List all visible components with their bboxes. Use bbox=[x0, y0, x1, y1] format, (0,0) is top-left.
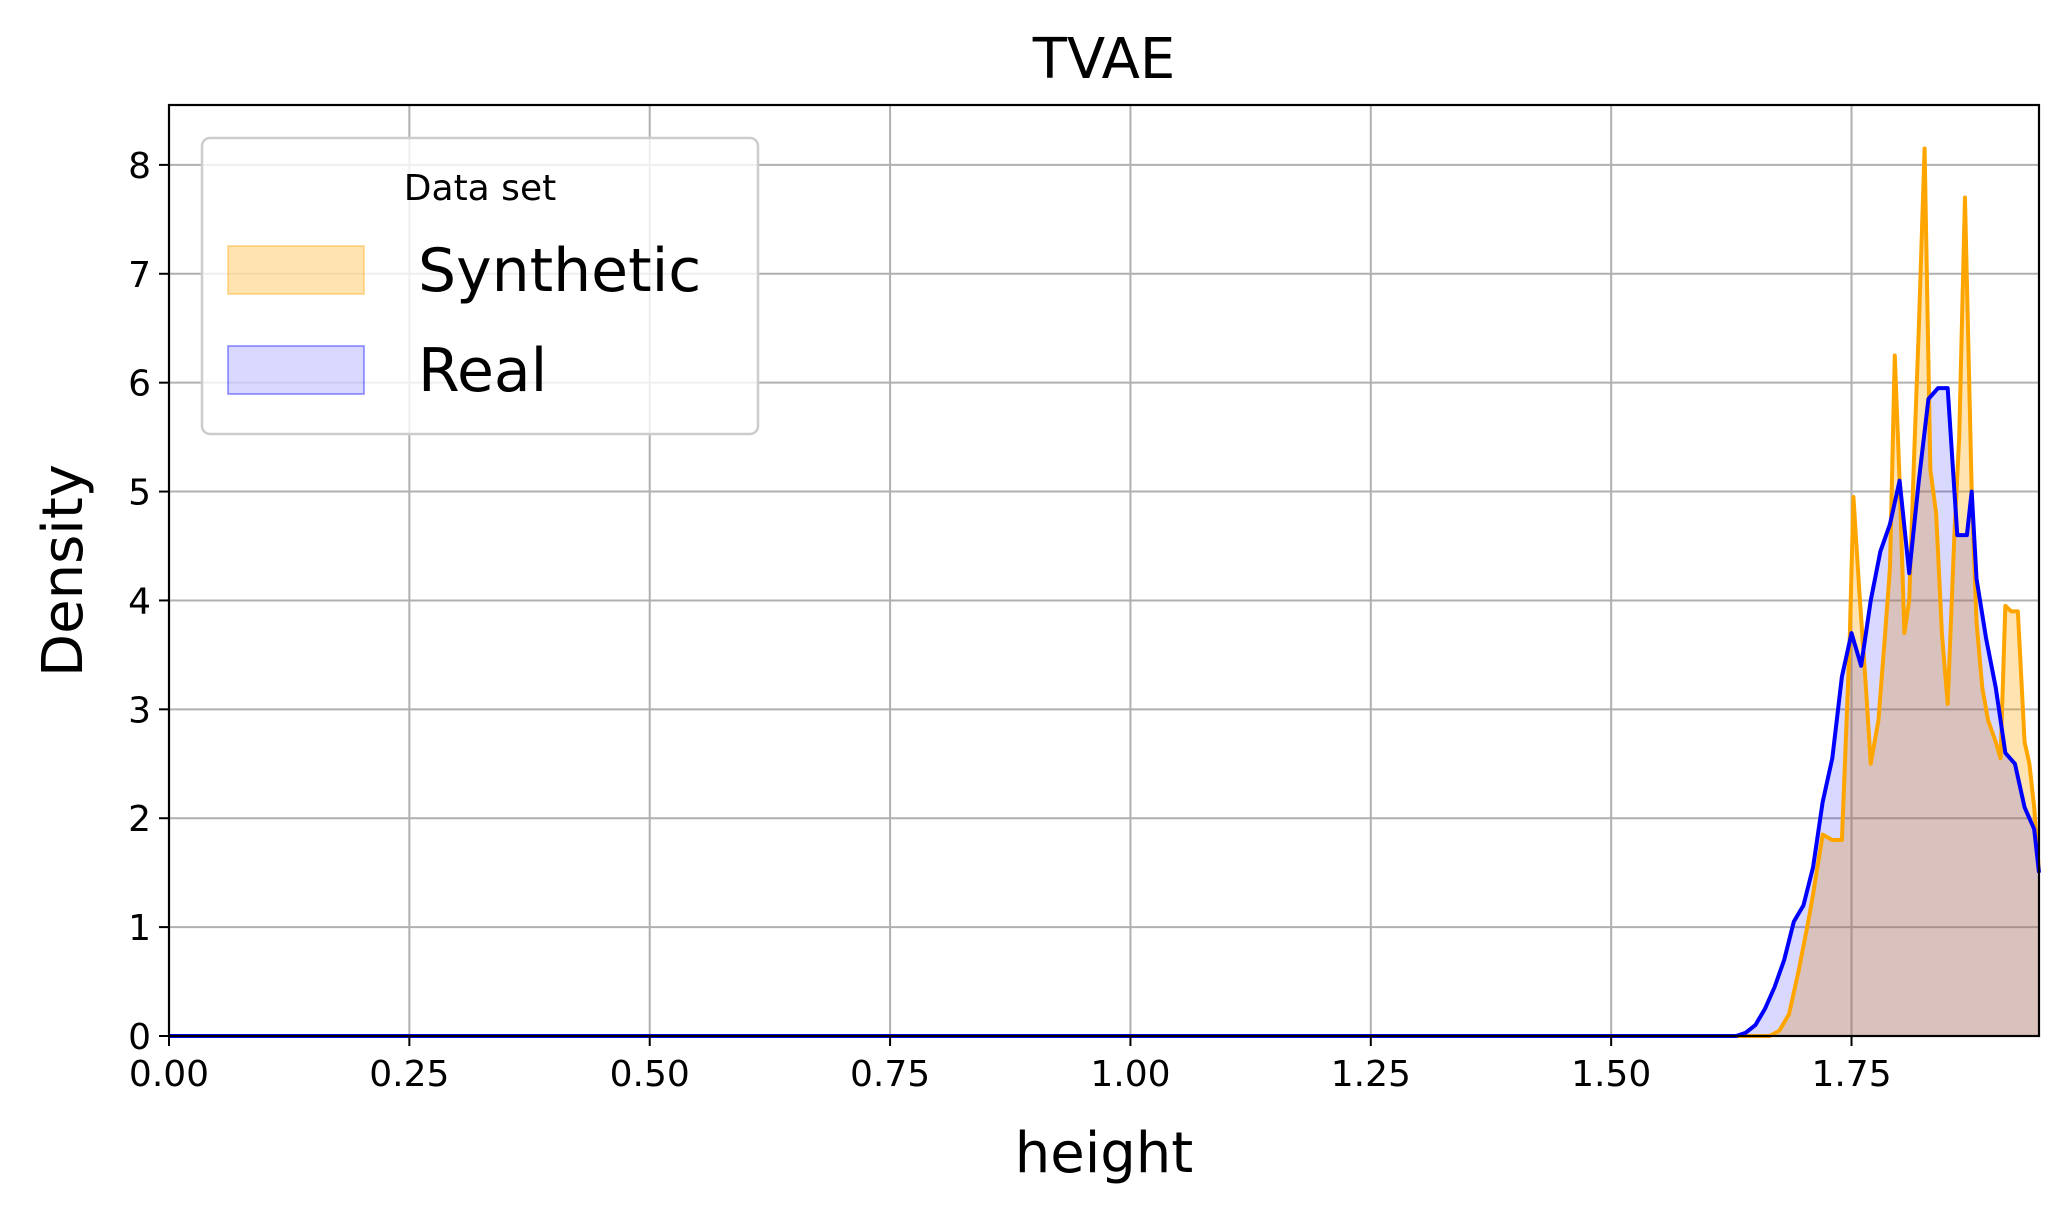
legend-box bbox=[200, 136, 760, 436]
legend-swatch-synthetic bbox=[227, 245, 365, 295]
x-tick-label: 1.00 bbox=[1090, 1054, 1170, 1095]
y-tick-labels: 0 1 2 3 4 5 6 7 8 bbox=[128, 146, 151, 1058]
series-lines bbox=[169, 146, 2041, 1038]
series-line-synthetic bbox=[169, 146, 2041, 1038]
x-tick-label: 0.50 bbox=[610, 1054, 690, 1095]
chart-title: TVAE bbox=[1032, 27, 1176, 92]
series-fills bbox=[169, 148, 2039, 1036]
y-axis-label: Density bbox=[31, 464, 96, 677]
x-tick-label: 1.75 bbox=[1811, 1054, 1891, 1095]
series-line-real bbox=[169, 386, 2041, 1038]
x-tick-label: 0.00 bbox=[129, 1054, 209, 1095]
y-tick-label: 6 bbox=[128, 364, 151, 405]
legend-label-synthetic: Synthetic bbox=[418, 236, 701, 306]
y-tick-label: 1 bbox=[128, 908, 151, 949]
legend-entries: Synthetic Real bbox=[227, 236, 701, 406]
axis-ticks bbox=[159, 163, 1853, 1046]
series-fill-real bbox=[169, 388, 2039, 1036]
y-tick-label: 4 bbox=[128, 581, 151, 622]
legend: Data set Synthetic Real bbox=[200, 136, 760, 436]
x-tick-label: 1.25 bbox=[1331, 1054, 1411, 1095]
series-fill-synthetic bbox=[169, 148, 2039, 1036]
x-axis-label: height bbox=[1015, 1121, 1194, 1186]
y-tick-label: 5 bbox=[128, 473, 151, 514]
y-tick-label: 2 bbox=[128, 799, 151, 840]
legend-title: Data set bbox=[404, 168, 556, 209]
y-tick-label: 0 bbox=[128, 1017, 151, 1058]
legend-swatch-real bbox=[227, 345, 365, 395]
y-tick-label: 3 bbox=[128, 690, 151, 731]
x-tick-label: 1.50 bbox=[1571, 1054, 1651, 1095]
plot-frame bbox=[167, 103, 2041, 1038]
legend-label-real: Real bbox=[418, 336, 547, 406]
y-tick-label: 7 bbox=[128, 255, 151, 296]
x-tick-label: 0.25 bbox=[369, 1054, 449, 1095]
x-tick-labels: 0.00 0.25 0.50 0.75 1.00 1.25 1.50 1.75 bbox=[129, 1054, 1892, 1095]
x-tick-label: 0.75 bbox=[850, 1054, 930, 1095]
y-tick-label: 8 bbox=[128, 146, 151, 187]
